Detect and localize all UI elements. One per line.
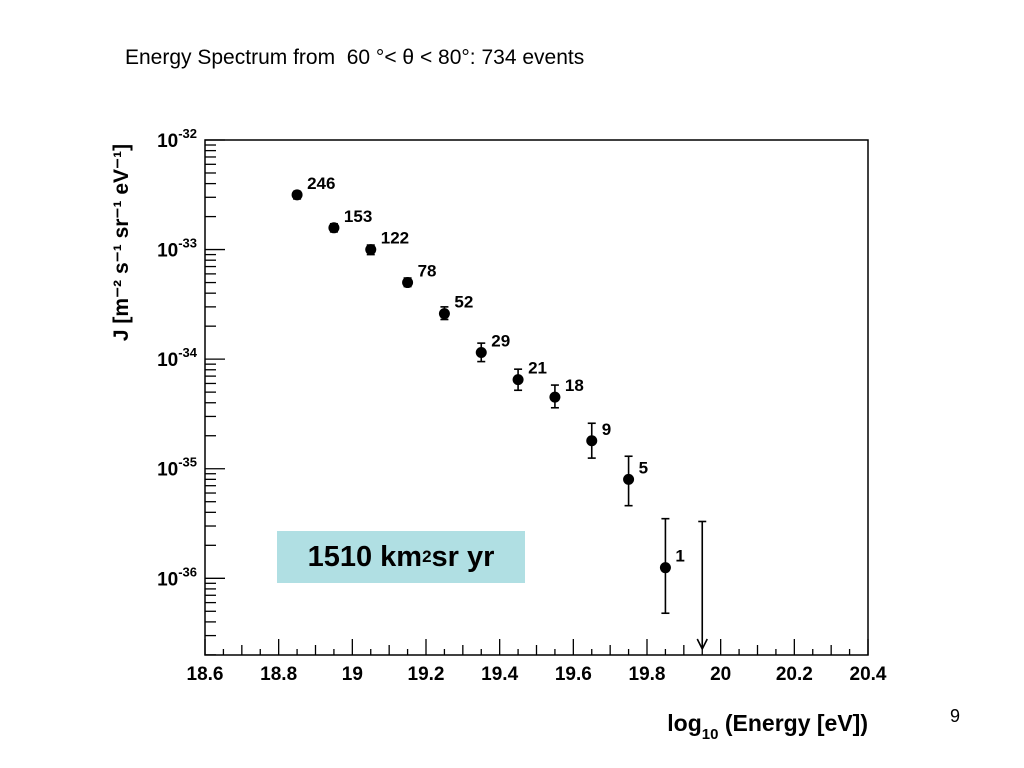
- event-count-label: 122: [381, 229, 409, 248]
- data-point: [365, 244, 377, 256]
- event-count-label: 18: [565, 376, 584, 395]
- data-point: [328, 222, 340, 234]
- exposure-value: 1510 km: [307, 540, 423, 573]
- x-tick-label: 19: [342, 664, 363, 685]
- x-tick-label: 20.4: [850, 664, 887, 685]
- event-count-label: 1: [675, 547, 684, 566]
- upper-limit-arrow: [696, 638, 708, 651]
- event-count-label: 21: [528, 359, 547, 378]
- data-point: [549, 391, 561, 403]
- y-tick-label: 10-35: [157, 455, 197, 481]
- event-count-label: 9: [602, 420, 611, 439]
- x-tick-label: 20: [710, 664, 731, 685]
- event-count-label: 5: [639, 458, 648, 477]
- event-count-label: 246: [307, 174, 335, 193]
- x-axis-label: log10 (Energy [eV]): [667, 710, 868, 743]
- x-tick-label: 18.8: [260, 664, 297, 685]
- x-tick-label: 19.4: [481, 664, 518, 685]
- y-tick-label: 10-36: [157, 564, 197, 590]
- x-tick-label: 19.2: [408, 664, 445, 685]
- data-point: [659, 562, 671, 574]
- event-count-label: 78: [418, 262, 437, 281]
- exposure-units: sr yr: [431, 540, 495, 573]
- data-point: [475, 346, 487, 358]
- data-point: [402, 277, 414, 289]
- data-point: [623, 473, 635, 485]
- x-tick-label: 19.6: [555, 664, 592, 685]
- data-point: [512, 374, 524, 386]
- y-tick-label: 10-33: [157, 236, 197, 262]
- event-count-label: 153: [344, 207, 372, 226]
- y-axis-label: J [m⁻² s⁻¹ sr⁻¹ eV⁻¹]: [110, 144, 133, 341]
- event-count-label: 29: [491, 331, 510, 350]
- slide-title: Energy Spectrum from 60 °< θ < 80°: 734 …: [125, 46, 585, 69]
- x-tick-label: 18.6: [187, 664, 224, 685]
- y-tick-label: 10-34: [157, 345, 198, 371]
- data-point: [291, 189, 303, 201]
- data-point: [586, 435, 598, 447]
- exposure-annotation: 1510 km 2 sr yr: [277, 531, 525, 583]
- page-number: 9: [950, 706, 961, 726]
- x-tick-label: 20.2: [776, 664, 813, 685]
- x-tick-label: 19.8: [629, 664, 666, 685]
- event-count-label: 52: [454, 293, 473, 312]
- y-tick-label: 10-32: [157, 126, 197, 152]
- data-point: [438, 308, 450, 320]
